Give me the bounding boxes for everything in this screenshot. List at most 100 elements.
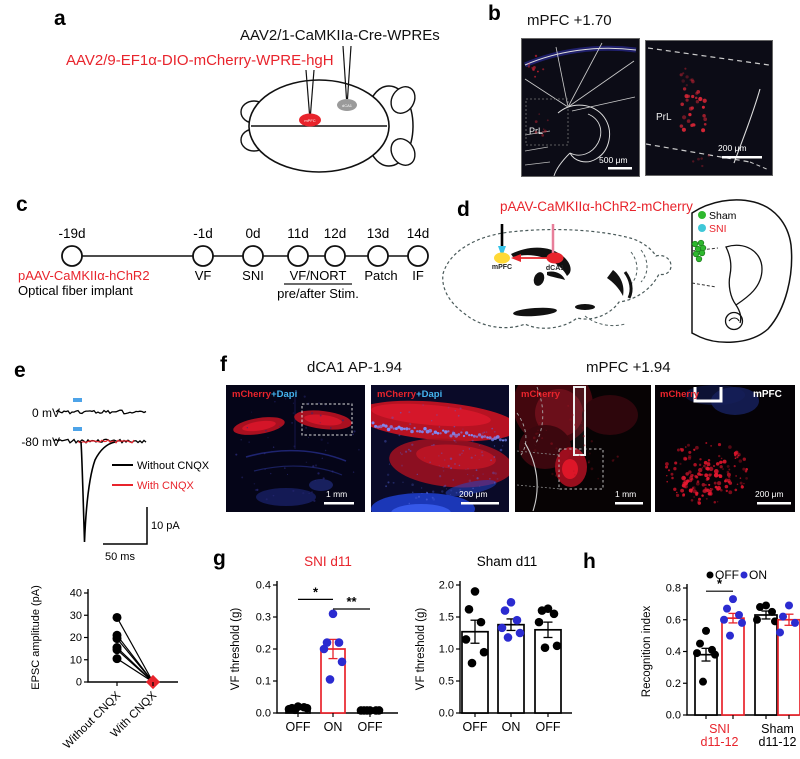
speckle (667, 469, 671, 472)
speckle (274, 401, 276, 403)
legend-sham-label: Sham (709, 210, 737, 222)
timeline-vfnort-label: VF/NORT (290, 268, 347, 283)
speckle (710, 445, 712, 447)
speckle (327, 442, 329, 444)
x-tick-label: ON (324, 720, 343, 734)
speckle (536, 70, 539, 73)
scale-text: 1 mm (615, 489, 636, 499)
timeline-if-label: IF (412, 268, 424, 283)
speckle (581, 427, 584, 429)
speckle (745, 477, 748, 480)
speckle (318, 402, 320, 404)
scale-bar (757, 502, 791, 505)
speckle (438, 475, 442, 478)
speckle (700, 157, 703, 160)
speckle (724, 478, 729, 483)
micrograph-mpfc-terminals-high-mag: 200 μm mCherry mPFC (655, 385, 795, 512)
speckle (441, 490, 444, 493)
speckle (587, 461, 590, 464)
speckle (235, 453, 238, 456)
speckle (726, 472, 731, 477)
speckle (452, 479, 454, 481)
speckle (271, 450, 273, 452)
speckle (314, 479, 316, 482)
speckle (267, 437, 269, 439)
speckle (450, 489, 453, 492)
data-point (776, 628, 784, 637)
dca1-injection-site (337, 99, 357, 111)
speckle (443, 459, 446, 461)
y-tick-label: 0.2 (666, 678, 681, 690)
speckle (392, 481, 395, 484)
speckle (687, 443, 690, 447)
legend-sni-dot (698, 224, 706, 232)
speckle (739, 481, 743, 485)
speckle (705, 466, 709, 471)
speckle (491, 427, 494, 430)
speckle (545, 429, 547, 431)
speckle (685, 446, 687, 448)
data-point (464, 605, 474, 614)
speckle (718, 474, 722, 477)
data-point (512, 615, 522, 625)
data-point (506, 597, 516, 607)
timeline-node (242, 245, 264, 267)
speckle (713, 469, 719, 474)
pair-line (116, 658, 154, 683)
data-point (290, 705, 300, 715)
timeline-stim-label: pre/after Stim. (277, 286, 359, 301)
epsc-amplitude-chart: EPSC amplitude (pA) 0 10 20 30 40 Without CNQX… (30, 585, 178, 751)
data-point (699, 677, 707, 686)
data-point (503, 633, 513, 642)
speckle (462, 450, 464, 452)
data-point (534, 617, 544, 627)
speckle (432, 498, 436, 501)
speckle (728, 445, 732, 449)
speckle (689, 476, 693, 480)
speckle (470, 456, 473, 459)
speckle (307, 437, 310, 439)
speckle (353, 430, 356, 433)
speckle (691, 122, 696, 127)
speckle (742, 467, 746, 471)
speckle (676, 448, 680, 452)
sham-site-dots (691, 239, 707, 263)
scale-bar (722, 156, 762, 159)
speckle (542, 128, 545, 131)
injection-pipette-dca1 (342, 46, 348, 100)
speckle (322, 477, 325, 480)
speckle (329, 427, 332, 429)
micrograph-mpfc-high-mag: PrL 200 μm (645, 40, 773, 176)
speckle (734, 457, 737, 460)
mpfc-injection-site (299, 113, 321, 127)
speckle (613, 459, 615, 461)
y-tick-label: 10 (70, 654, 82, 666)
speckle (716, 500, 719, 503)
data-point (723, 604, 731, 613)
dapi-label: +Dapi (416, 389, 443, 400)
data-point (515, 628, 525, 638)
speckle (698, 96, 703, 102)
y-tick-label: 0.4 (256, 580, 271, 592)
speckle (734, 450, 739, 455)
timeline-node (61, 245, 83, 267)
speckle (405, 450, 408, 453)
data-point (702, 626, 710, 635)
legend-sni-label: SNI (709, 223, 727, 235)
speckle (399, 411, 402, 414)
speckle (445, 488, 447, 490)
y-tick-label: 1.0 (439, 644, 454, 656)
speckle (414, 496, 418, 500)
data-point (325, 675, 335, 684)
scale-ms-label: 50 ms (105, 551, 135, 563)
data-point (319, 644, 329, 654)
speckle (687, 456, 692, 460)
micrograph-dca1-high-mag: 200 μm mCherry+Dapi (371, 385, 509, 512)
speckle (308, 492, 310, 494)
speckle (690, 106, 694, 110)
speckle (411, 483, 414, 486)
speckle (693, 448, 696, 451)
mcherry-label: mCherry (232, 389, 272, 400)
speckle (555, 447, 558, 450)
stain-label: mCherry+Dapi (377, 390, 442, 400)
